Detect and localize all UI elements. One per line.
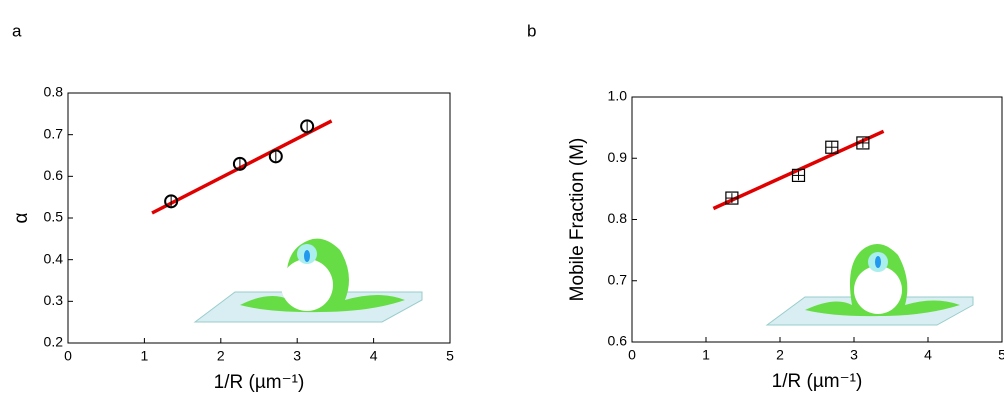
y-axis-label: α [11, 212, 32, 223]
y-tick-label: 0.5 [44, 209, 64, 225]
x-tick-label: 0 [628, 347, 636, 363]
x-tick-label: 3 [293, 348, 301, 364]
y-tick-label: 0.7 [44, 125, 64, 141]
y-tick-label: 0.2 [44, 334, 64, 350]
x-tick-label: 0 [64, 348, 72, 364]
y-tick-label: 0.8 [608, 210, 628, 226]
y-tick-label: 1.0 [608, 88, 628, 104]
point [268, 149, 283, 164]
panel-label: a [12, 21, 22, 40]
y-tick-label: 0.6 [608, 333, 628, 349]
panel: b 0 1 2 3 4 5 0.6 0.7 0.8 0.9 1.0 1/R (µm⁻¹) Mobile F… [527, 21, 1004, 392]
y-tick-label: 0.8 [44, 84, 64, 100]
y-tick-label: 0.9 [608, 149, 628, 165]
x-tick-label: 4 [370, 348, 378, 364]
inset-a [193, 238, 423, 323]
y-axis-label: Mobile Fraction (M) [567, 138, 588, 302]
y-tick-label: 0.3 [44, 292, 64, 308]
fit-line [151, 119, 333, 215]
x-tick-label: 2 [217, 348, 225, 364]
point [164, 194, 179, 209]
point [300, 119, 315, 134]
panel-label: b [527, 21, 536, 40]
x-axis-label: 1/R (µm⁻¹) [772, 371, 863, 392]
x-axis-label: 1/R (µm⁻¹) [214, 372, 305, 393]
y-tick-label: 0.6 [44, 167, 64, 183]
x-tick-label: 1 [141, 348, 149, 364]
y-tick-label: 0.4 [44, 250, 64, 266]
inset-b [765, 244, 974, 326]
x-tick-label: 5 [446, 348, 454, 364]
x-tick-label: 4 [924, 347, 932, 363]
y-tick-label: 0.7 [608, 271, 628, 287]
x-tick-label: 1 [702, 347, 710, 363]
x-tick-label: 3 [850, 347, 858, 363]
point [232, 156, 247, 171]
x-tick-label: 5 [998, 347, 1004, 363]
x-tick-label: 2 [776, 347, 784, 363]
panel: a 0 1 2 3 4 5 0.2 0.3 0.4 0.5 0.6 0.7 0.8 1/R (µm⁻¹) α [11, 21, 454, 393]
